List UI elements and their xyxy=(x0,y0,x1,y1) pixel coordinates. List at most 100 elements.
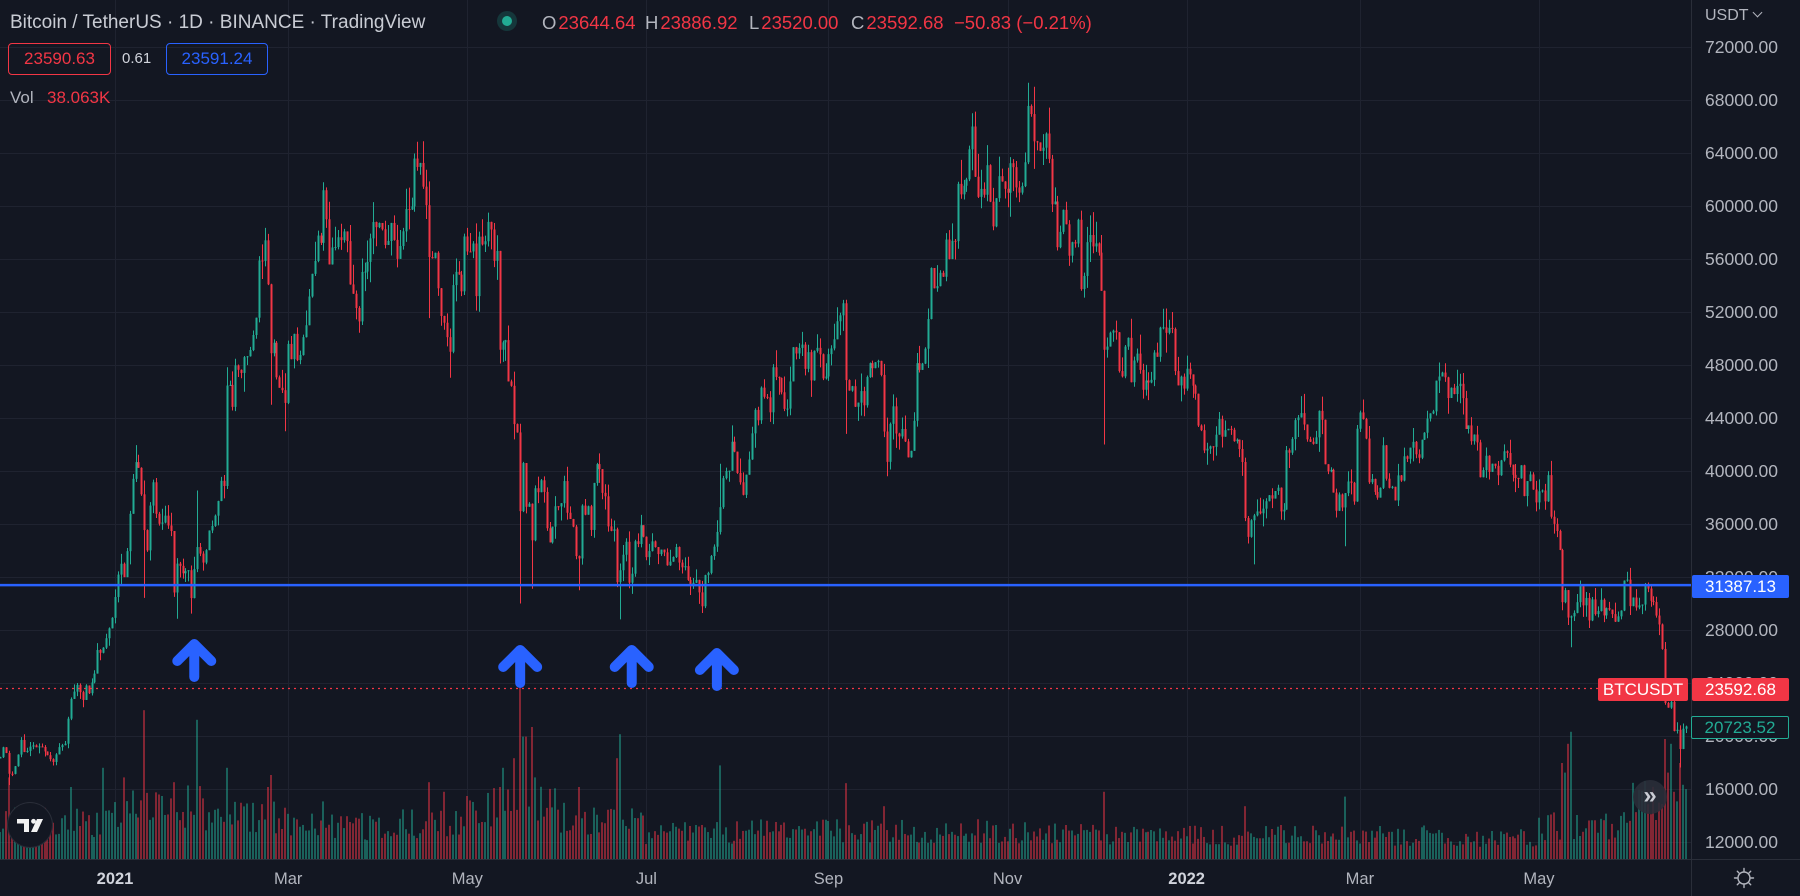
candle-body xyxy=(1174,328,1177,372)
volume-bar xyxy=(1121,831,1123,859)
candle-body xyxy=(736,451,739,473)
arrow-up-icon xyxy=(609,644,654,688)
candle xyxy=(1526,481,1529,507)
candle xyxy=(907,438,910,458)
candle-body xyxy=(126,551,129,578)
volume-bar xyxy=(1517,834,1519,859)
candle xyxy=(804,342,807,376)
candle-body xyxy=(1288,450,1291,453)
candle xyxy=(971,113,974,171)
symbol-title[interactable]: Bitcoin / TetherUS · 1D · BINANCE · Trad… xyxy=(10,12,426,33)
volume-bar xyxy=(528,806,530,859)
volume-bar xyxy=(719,765,721,859)
volume-bar xyxy=(1597,832,1599,859)
candle xyxy=(1238,439,1241,458)
candle xyxy=(17,754,20,767)
scroll-to-realtime-button[interactable]: » xyxy=(1633,780,1667,814)
volume-bar xyxy=(1200,827,1202,859)
candle-body xyxy=(328,219,331,265)
volume-bar xyxy=(1324,832,1326,859)
volume-bar xyxy=(801,829,803,859)
time-axis-label: 2021 xyxy=(96,870,134,888)
candle-body xyxy=(455,271,458,286)
candle xyxy=(108,627,111,646)
candle-body xyxy=(1412,441,1415,448)
candle xyxy=(669,549,672,566)
candle xyxy=(510,379,513,387)
buy-button[interactable]: 23591.24 xyxy=(166,43,268,75)
candle-body xyxy=(431,257,434,259)
candle xyxy=(551,526,554,544)
candle-body xyxy=(273,342,276,354)
volume-bar xyxy=(381,837,383,859)
volume-bar xyxy=(305,830,307,859)
candle xyxy=(1283,503,1286,521)
candle-body xyxy=(1353,482,1356,502)
volume-bar xyxy=(349,821,351,859)
volume-bar xyxy=(578,787,580,859)
candle-body xyxy=(1009,163,1012,193)
candle-body xyxy=(1344,493,1347,508)
tradingview-logo[interactable] xyxy=(8,803,52,847)
candle xyxy=(1561,548,1564,611)
candle xyxy=(584,498,587,516)
candle-body xyxy=(346,231,349,242)
volume-bar xyxy=(126,801,128,859)
volume-bar xyxy=(1338,839,1340,859)
candle-body xyxy=(933,268,936,289)
volume-bar xyxy=(1432,833,1434,859)
candle xyxy=(754,408,757,448)
candle xyxy=(252,330,255,352)
candle-body xyxy=(1212,446,1215,448)
candle-body xyxy=(1658,615,1661,625)
volume-label[interactable]: Vol xyxy=(10,88,34,107)
candle xyxy=(660,549,663,556)
candle xyxy=(437,251,440,296)
candle xyxy=(1608,601,1611,611)
volume-bar xyxy=(660,825,662,859)
volume-bar xyxy=(1641,791,1643,859)
volume-bar xyxy=(904,833,906,859)
volume-bar xyxy=(645,844,647,859)
volume-bar xyxy=(484,822,486,859)
time-axis[interactable]: 2021 Mar May Jul Sep Nov 2022 Mar May xyxy=(0,859,1691,896)
candle xyxy=(616,527,619,588)
candle-body xyxy=(1171,327,1174,329)
volume-bar xyxy=(140,800,142,859)
volume-bar xyxy=(1603,820,1605,859)
candle xyxy=(1338,492,1341,511)
ohlc-low-label: L xyxy=(749,12,760,33)
candle-body xyxy=(64,743,67,746)
volume-bar xyxy=(61,818,63,859)
currency-selector[interactable]: USDT xyxy=(1705,7,1763,25)
candle-body xyxy=(99,650,102,653)
candle-body xyxy=(1139,353,1142,370)
ohlc-open: O 23644.64 xyxy=(542,10,636,36)
candle xyxy=(692,577,695,589)
candle-body xyxy=(974,126,977,177)
time-axis-label: Nov xyxy=(992,870,1023,888)
candle-body xyxy=(369,238,372,262)
volume-bar xyxy=(164,814,166,859)
candlestick-chart[interactable] xyxy=(0,0,1691,859)
sell-button[interactable]: 23590.63 xyxy=(8,43,111,75)
volume-bar xyxy=(769,832,771,859)
candle-body xyxy=(1004,181,1007,189)
candle-body xyxy=(792,347,795,382)
volume-bar xyxy=(1520,829,1522,859)
candle-body xyxy=(1647,585,1650,589)
volume-bar xyxy=(704,827,706,859)
candle xyxy=(672,556,675,562)
candle-body xyxy=(648,551,651,558)
price-chart-pane[interactable] xyxy=(0,0,1691,859)
candle xyxy=(390,222,393,256)
gear-icon[interactable] xyxy=(1732,866,1756,890)
volume-bar xyxy=(1048,825,1050,859)
candle xyxy=(170,512,173,537)
candle xyxy=(822,353,825,381)
candle-body xyxy=(772,367,775,413)
candle xyxy=(135,445,138,482)
candle xyxy=(507,325,510,382)
candle-body xyxy=(1667,703,1670,708)
candle-body xyxy=(695,579,698,583)
